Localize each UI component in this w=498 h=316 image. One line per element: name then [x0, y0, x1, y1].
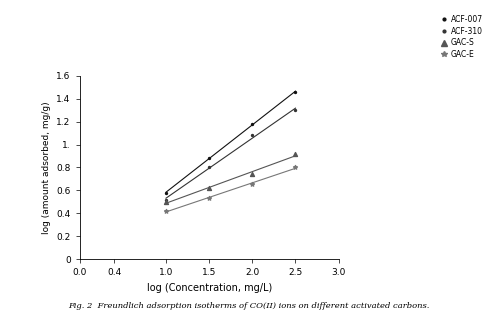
Point [249, 121, 256, 126]
Point [291, 151, 299, 156]
Point [249, 181, 256, 186]
Text: Fig. 2  Freundlich adsorption isotherms of CO(II) ions on different activated ca: Fig. 2 Freundlich adsorption isotherms o… [68, 302, 430, 310]
Point [249, 133, 256, 138]
X-axis label: log (Concentration, mg/L): log (Concentration, mg/L) [146, 283, 272, 293]
Y-axis label: log (amount adsorbed, mg/g): log (amount adsorbed, mg/g) [42, 101, 51, 234]
Point [291, 108, 299, 113]
Point [291, 89, 299, 94]
Point [162, 197, 170, 202]
Point [162, 199, 170, 204]
Point [205, 196, 213, 201]
Point [162, 190, 170, 195]
Legend: ACF-007, ACF-310, GAC-S, GAC-E: ACF-007, ACF-310, GAC-S, GAC-E [440, 13, 484, 60]
Point [205, 156, 213, 161]
Point [291, 165, 299, 170]
Point [205, 185, 213, 191]
Point [249, 172, 256, 177]
Point [205, 165, 213, 170]
Point [162, 209, 170, 214]
